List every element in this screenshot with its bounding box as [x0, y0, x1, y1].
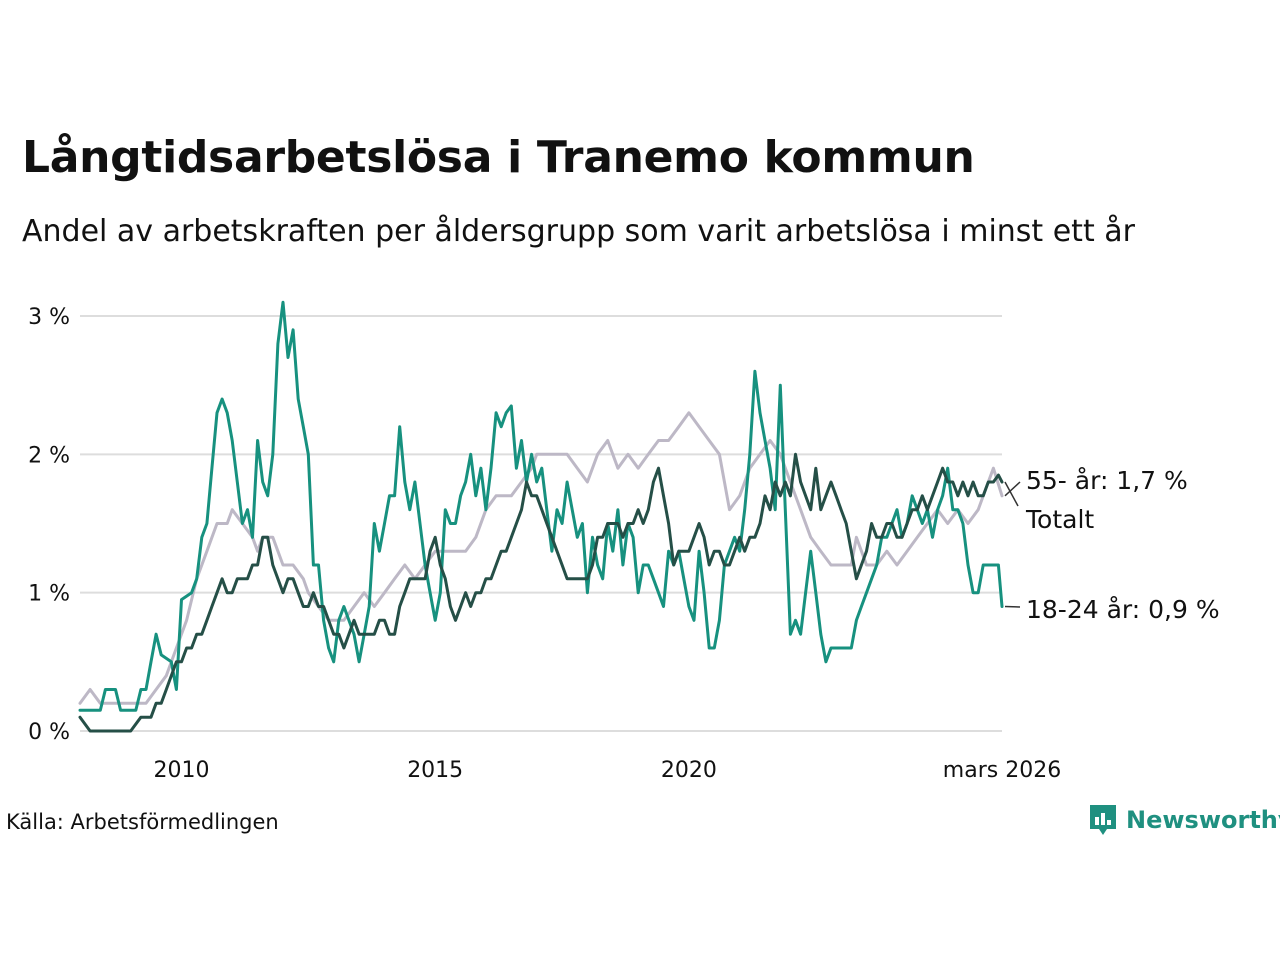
- brand-name: Newsworthy: [1126, 806, 1280, 834]
- x-tick-label: 2015: [407, 758, 463, 783]
- chart-subtitle: Andel av arbetskraften per åldersgrupp s…: [22, 214, 1135, 249]
- end-label-age_18_24: 18-24 år: 0,9 %: [1026, 595, 1220, 624]
- y-tick-label: 2 %: [28, 443, 70, 468]
- x-tick-label: 2010: [153, 758, 209, 783]
- end-label-connector: [1004, 481, 1021, 497]
- x-tick-label: 2020: [661, 758, 717, 783]
- x-tick-label: mars 2026: [943, 758, 1061, 783]
- brand-logo[interactable]: Newsworthy: [1088, 803, 1280, 837]
- series-line-totalt: [78, 452, 1004, 733]
- y-tick-label: 1 %: [28, 582, 70, 607]
- y-tick-label: 3 %: [28, 305, 70, 330]
- end-label-age_55: 55- år: 1,7 %: [1026, 466, 1188, 495]
- end-label-connector: [1004, 481, 1019, 507]
- source-note: Källa: Arbetsförmedlingen: [6, 810, 279, 834]
- line-chart: 0 % 1 % 2 % 3 % 2010 2015 2020 mars 2026 55- år:…: [28, 300, 1220, 783]
- newsworthy-logo-icon: [1090, 805, 1116, 835]
- y-tick-label: 0 %: [28, 720, 70, 745]
- series-line-age_55: [78, 411, 1004, 705]
- end-label-totalt: Totalt: [1025, 505, 1094, 534]
- end-label-connector: [1004, 605, 1021, 608]
- chart-title: Långtidsarbetslösa i Tranemo kommun: [22, 132, 975, 183]
